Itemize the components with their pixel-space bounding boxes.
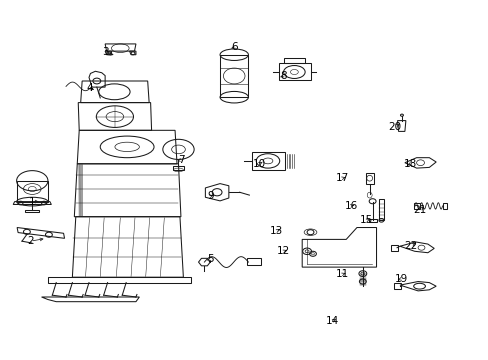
Text: 12: 12	[276, 246, 290, 256]
Bar	[390, 245, 397, 251]
Text: 4: 4	[86, 83, 93, 93]
Text: 5: 5	[206, 254, 213, 264]
Bar	[378, 199, 384, 220]
Text: 13: 13	[269, 226, 283, 236]
Text: 18: 18	[403, 159, 417, 169]
Text: 19: 19	[393, 274, 407, 284]
Text: 22: 22	[403, 240, 417, 251]
Bar	[220, 55, 248, 97]
Text: 6: 6	[231, 42, 238, 52]
Bar	[413, 203, 419, 209]
Bar	[172, 166, 184, 170]
Text: 20: 20	[388, 122, 401, 132]
Text: 15: 15	[359, 215, 373, 225]
Text: 10: 10	[252, 159, 265, 169]
Text: 8: 8	[280, 71, 286, 81]
Bar	[283, 58, 305, 63]
Bar	[368, 219, 376, 222]
Text: 1: 1	[28, 197, 35, 207]
Text: 9: 9	[206, 191, 213, 201]
Bar	[442, 203, 447, 209]
Text: 21: 21	[412, 204, 426, 215]
Text: 14: 14	[325, 316, 339, 326]
Bar	[17, 181, 48, 202]
Bar	[365, 173, 373, 184]
Text: 2: 2	[27, 236, 34, 246]
Bar	[246, 258, 260, 265]
Text: 3: 3	[102, 47, 108, 57]
Bar	[393, 283, 400, 289]
Text: 11: 11	[335, 269, 348, 279]
Text: 7: 7	[177, 155, 184, 165]
Text: 17: 17	[335, 173, 348, 183]
Text: 16: 16	[344, 201, 357, 211]
